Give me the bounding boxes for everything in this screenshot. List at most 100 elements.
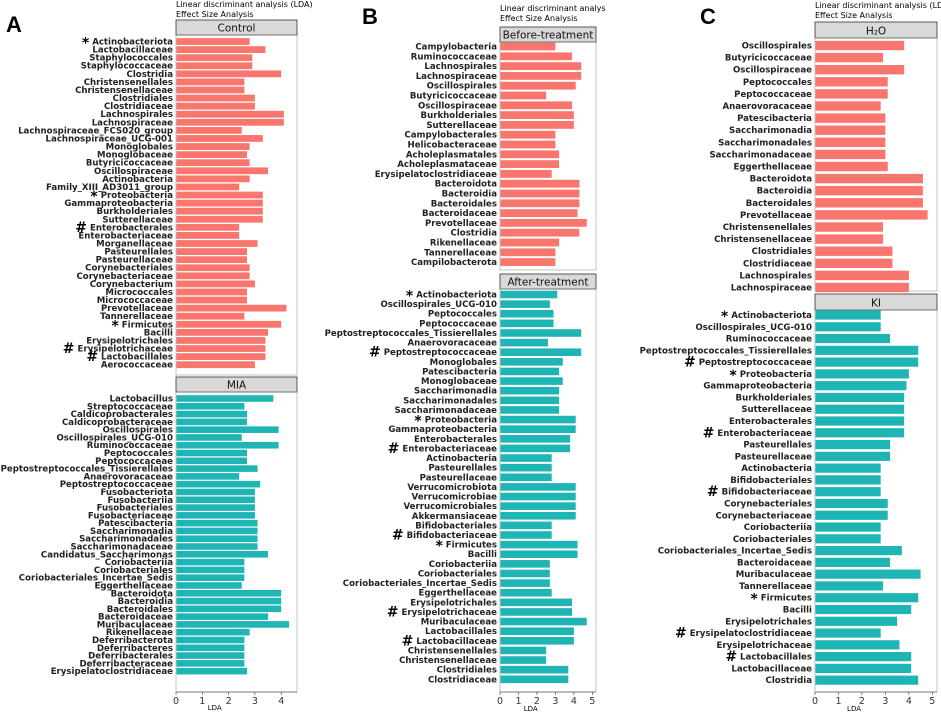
bar-label: Enterobacteriaceae: [78, 231, 173, 241]
bar: [176, 597, 282, 605]
significance-mark: #: [63, 341, 75, 357]
bar-label: Oscillospirales_UCG-010: [56, 433, 173, 443]
significance-mark: *: [90, 189, 98, 205]
bar: [176, 628, 250, 636]
bar-label: Erysipelatoclostridiaceae: [690, 629, 812, 639]
bar: [815, 198, 923, 208]
bar-label: Saccharimonadia: [729, 126, 812, 136]
bar-label: Micrococcaceae: [97, 296, 173, 306]
bar: [500, 170, 552, 178]
x-tick-label: 2: [226, 696, 232, 707]
bar-label: Deferribacterales: [88, 652, 173, 662]
significance-mark: #: [684, 355, 696, 371]
bar-label: Oscillospiraceae: [733, 66, 812, 76]
x-tick-label: 5: [929, 696, 935, 707]
bar-label: Peptococcaceae: [419, 319, 497, 329]
bar: [500, 228, 580, 237]
x-axis-title: LDA: [847, 705, 861, 713]
significance-mark: #: [387, 604, 399, 620]
bar: [500, 300, 550, 308]
significance-mark: *: [750, 592, 758, 608]
bar: [815, 52, 884, 63]
panel-letter: B: [362, 4, 378, 29]
bar-label: Tannerellaceae: [100, 312, 173, 322]
bar-label: Enterobacterales: [729, 417, 812, 427]
significance-mark: #: [369, 345, 381, 361]
x-tick-label: 0: [497, 696, 503, 707]
bar-label: Coriobacteriia: [429, 560, 497, 570]
bar-label: Saccharimonadaceae: [70, 543, 173, 553]
bar-label: Firmicutes: [761, 594, 812, 604]
bar: [815, 113, 886, 123]
bar: [176, 167, 269, 175]
bar-label: Verrucomicrobiales: [403, 502, 497, 512]
bar-label: Anaerovoracaceae: [407, 339, 497, 349]
bar-label: Caldicoprobacteraceae: [62, 418, 173, 428]
bar: [176, 589, 282, 597]
bar: [176, 272, 250, 280]
bar-label: Butyricicoccaceae: [410, 92, 497, 102]
significance-mark: #: [402, 633, 414, 649]
bar: [176, 660, 245, 667]
bar: [815, 234, 884, 244]
bar-label: Proteobacteria: [425, 416, 497, 426]
bar-label: Lachnospirales: [739, 271, 812, 281]
bar: [815, 404, 905, 414]
bar: [500, 627, 574, 635]
bar: [815, 498, 888, 509]
bar: [500, 160, 560, 168]
bar-label: Fusobacteriaceae: [88, 511, 173, 521]
bar: [176, 304, 287, 312]
bar: [500, 290, 558, 299]
bar-label: Erysipelotrichales: [725, 617, 812, 627]
bar-label: Peptococcaceae: [734, 90, 812, 100]
bar-label: Bifidobacteriaceae: [407, 531, 498, 541]
x-axis-title: LDA: [524, 705, 538, 713]
bar: [500, 665, 569, 674]
bar-label: Corynebacterium: [90, 280, 173, 290]
bar: [176, 361, 255, 369]
bar-label: Christensenellales: [408, 646, 497, 656]
bar-label: Aerococcaceae: [101, 361, 173, 371]
bar: [500, 396, 560, 405]
bar: [500, 598, 572, 607]
bar-label: Lactobacillales: [101, 353, 173, 363]
panel-letter: C: [700, 4, 716, 29]
bar-label: Lachnospirales: [424, 62, 497, 72]
bar: [176, 605, 282, 613]
bar: [176, 264, 250, 272]
bar: [500, 425, 576, 433]
bar-label: Actinobacteriota: [731, 311, 812, 321]
bar: [815, 173, 923, 184]
bar-label: Saccharimonadales: [403, 396, 497, 406]
bar: [815, 557, 891, 567]
bar-label: Pasteurellaceae: [735, 452, 813, 462]
bar-label: Peptococcales: [428, 310, 497, 320]
bar-label: Bifidobacteriales: [730, 476, 812, 486]
bar-label: Peptostreptococcales_Tissierellales: [1, 465, 173, 475]
bar-label: Rikenellaceae: [106, 628, 173, 638]
bar-label: Family_XIII_AD3011_group: [46, 183, 173, 193]
bar: [176, 426, 279, 433]
bar: [815, 451, 891, 461]
bar-label: Coriobacteriales_Incertae_Sedis: [658, 547, 812, 557]
bar-label: Peptostreptococcaceae: [60, 480, 173, 490]
bar: [176, 465, 258, 472]
significance-mark: #: [392, 528, 404, 544]
bar-label: Candidatus_Saccharimonas: [41, 550, 173, 560]
bar-label: Patescibacteria: [422, 367, 497, 377]
bar: [176, 345, 266, 352]
bar-label: Proteobacteria: [101, 191, 173, 201]
bar-label: Muribaculaceae: [736, 570, 812, 580]
bar-label: Sutterellaceae: [102, 215, 173, 225]
bar-label: Eggerthellaceae: [733, 163, 812, 173]
significance-mark: *: [82, 36, 90, 52]
bar-label: Morganellaceae: [96, 240, 173, 250]
bar: [500, 579, 550, 587]
bar: [500, 531, 552, 539]
bar-label: Monoglobales: [430, 358, 497, 368]
bar-label: Peptococcales: [743, 78, 812, 88]
